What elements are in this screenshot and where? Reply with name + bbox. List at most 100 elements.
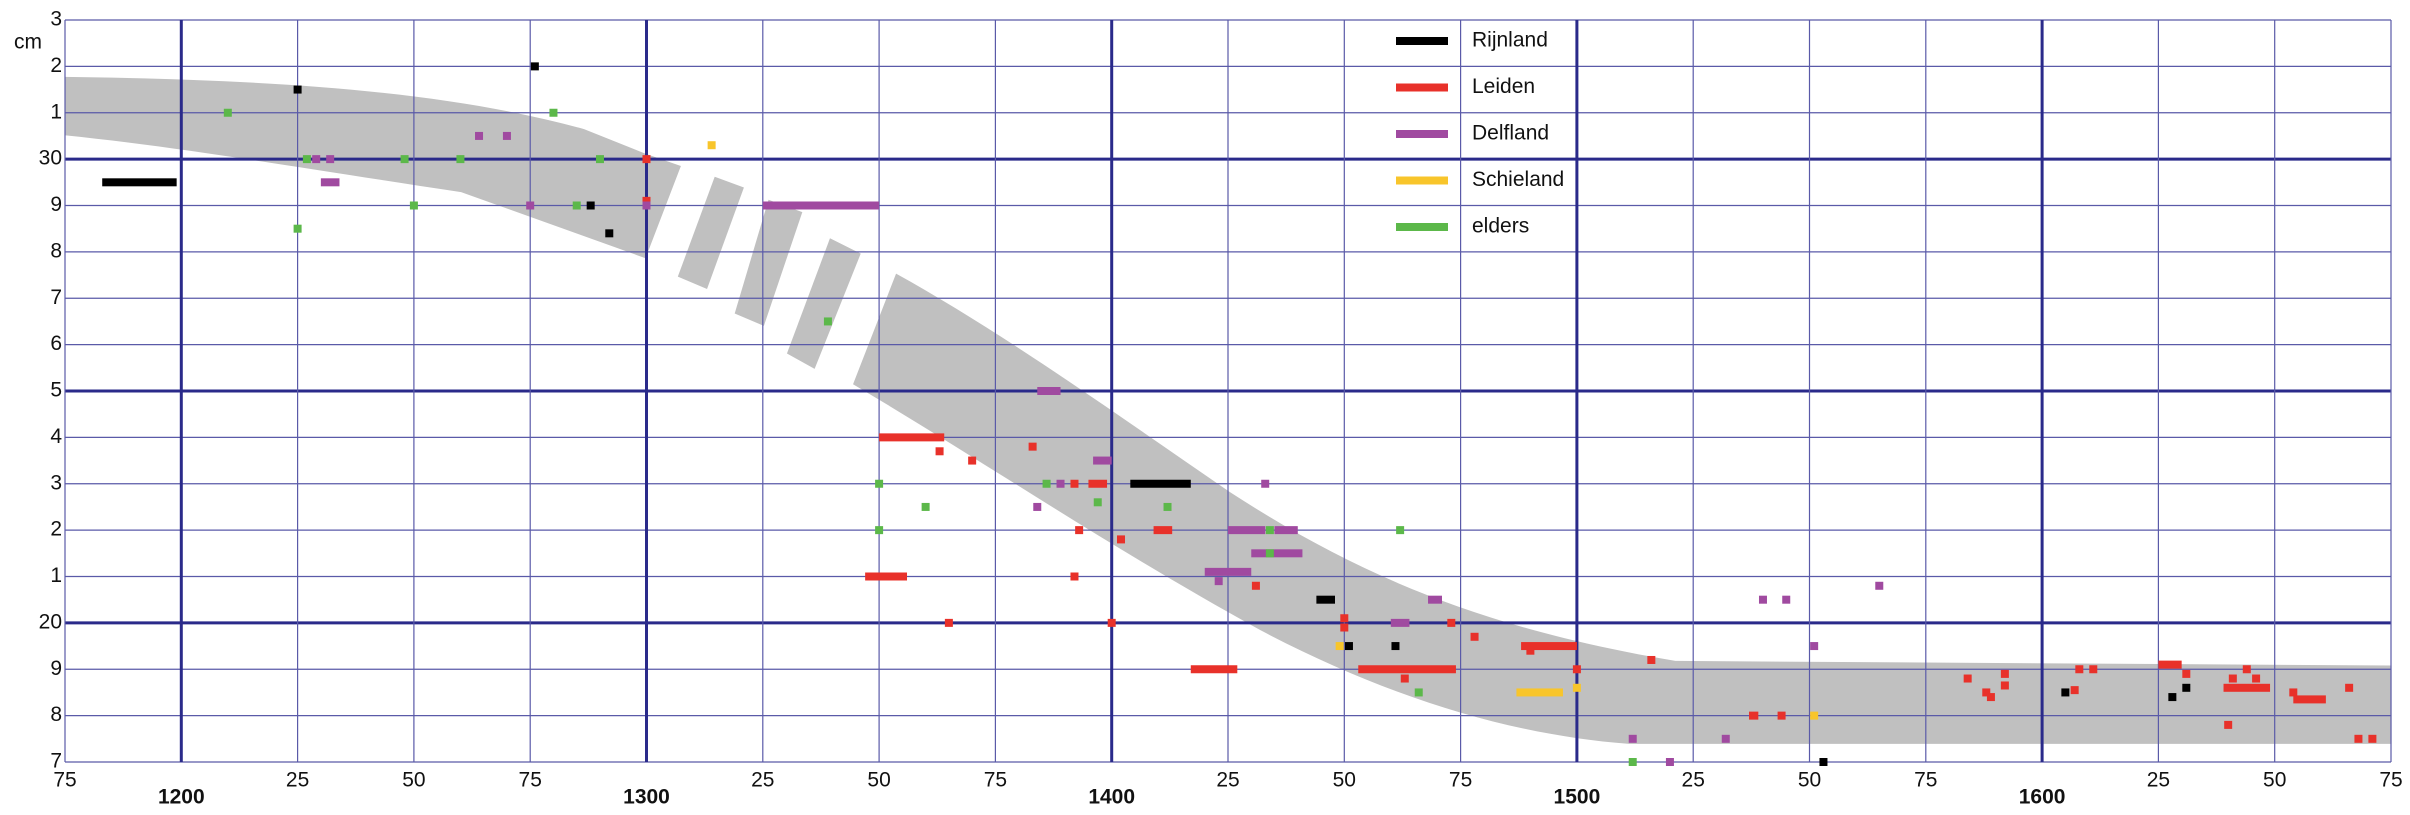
brick-mark	[102, 178, 177, 187]
brick-mark	[1261, 479, 1270, 488]
brick-mark	[2242, 665, 2251, 674]
brick-mark	[1447, 618, 1456, 627]
brick-mark	[1647, 655, 1656, 664]
y-tick-label: 3	[50, 471, 62, 494]
x-tick-label: 1500	[1554, 786, 1601, 809]
brick-mark	[2158, 660, 2182, 669]
brick-mark	[1228, 526, 1266, 535]
y-tick-label: 1	[50, 564, 62, 587]
brick-mark	[1070, 479, 1079, 488]
brick-mark	[1572, 665, 1581, 674]
brick-mark	[293, 85, 302, 94]
brick-mark	[1163, 502, 1172, 511]
x-tick-label: 75	[984, 769, 1007, 792]
brick-mark	[549, 108, 558, 117]
legend-label: Leiden	[1472, 75, 1535, 98]
brick-mark	[1358, 665, 1456, 674]
x-tick-label: 1300	[623, 786, 670, 809]
brick-mark	[2089, 665, 2098, 674]
brick-mark	[526, 201, 535, 210]
brick-mark	[2168, 693, 2177, 702]
x-tick-label: 75	[53, 769, 76, 792]
x-tick-label: 25	[751, 769, 774, 792]
brick-mark	[1390, 618, 1410, 627]
brick-mark	[1335, 642, 1344, 651]
brick-mark	[2289, 688, 2298, 697]
brick-mark	[1819, 758, 1828, 766]
brick-mark	[1391, 642, 1400, 651]
brick-mark	[1986, 693, 1995, 702]
legend-label: elders	[1472, 215, 1529, 238]
brick-mark	[1344, 642, 1353, 651]
brick-mark	[1340, 614, 1349, 623]
brick-mark	[1107, 618, 1116, 627]
y-tick-label: 4	[50, 425, 62, 448]
brick-mark	[1982, 688, 1991, 697]
x-tick-label: 75	[1914, 769, 1937, 792]
brick-mark	[2368, 734, 2377, 743]
x-tick-label: 50	[1333, 769, 1356, 792]
brick-mark	[875, 479, 884, 488]
brick-mark	[1251, 549, 1303, 558]
y-tick-label: 7	[50, 286, 62, 309]
x-tick-label: 50	[2263, 769, 2286, 792]
trend-band	[64, 76, 2392, 744]
brick-mark	[1516, 688, 1563, 697]
x-tick-label: 25	[1682, 769, 1705, 792]
x-tick-label: 25	[2147, 769, 2170, 792]
brick-mark	[865, 572, 908, 581]
brick-mark	[2182, 669, 2191, 678]
brick-mark	[2252, 674, 2261, 683]
brick-mark	[1414, 688, 1423, 697]
brick-mark	[2000, 669, 2009, 678]
y-tick-label: 5	[50, 379, 62, 402]
brick-mark	[1274, 526, 1298, 535]
brick-mark	[2224, 720, 2233, 729]
x-tick-label: 1600	[2019, 786, 2066, 809]
brick-mark	[326, 155, 335, 164]
x-tick-label: 75	[1449, 769, 1472, 792]
brick-mark	[1810, 711, 1819, 720]
brick-mark	[642, 155, 651, 164]
y-tick-label: 6	[50, 332, 62, 355]
brick-mark	[1153, 526, 1173, 535]
brick-mark	[1088, 479, 1108, 488]
brick-mark	[875, 526, 884, 535]
brick-mark	[1093, 498, 1102, 507]
brick-mark	[595, 155, 604, 164]
brick-mark	[1749, 711, 1759, 720]
y-tick-label: 7	[50, 750, 62, 773]
legend-label: Rijnland	[1472, 29, 1548, 52]
y-axis-label: cm	[14, 31, 42, 54]
brick-mark	[1572, 683, 1581, 692]
brick-mark	[1777, 711, 1786, 720]
brick-mark	[312, 155, 321, 164]
y-tick-label: 1	[50, 100, 62, 123]
brick-mark	[2061, 688, 2070, 697]
brick-mark	[1075, 526, 1084, 535]
brick-mark	[642, 201, 651, 210]
brick-mark	[2182, 683, 2191, 692]
y-tick-label: 8	[50, 703, 62, 726]
brick-mark	[223, 108, 232, 117]
brick-mark	[1316, 595, 1335, 604]
brick-mark	[302, 155, 311, 164]
y-tick-label: 2	[50, 54, 62, 77]
brick-mark	[1214, 577, 1223, 586]
brick-mark	[1628, 758, 1637, 766]
brick-mark	[2354, 734, 2363, 743]
brick-mark	[530, 62, 539, 71]
brick-mark	[1028, 442, 1037, 451]
brick-mark	[475, 131, 484, 140]
brick-mark	[293, 224, 302, 233]
brick-mark	[935, 447, 944, 456]
legend-label: Schieland	[1472, 168, 1564, 191]
y-tick-label: 9	[50, 657, 62, 680]
brick-mark	[879, 433, 945, 442]
legend-label: Delfland	[1472, 122, 1549, 145]
brick-mark	[1470, 632, 1479, 641]
x-tick-label: 25	[1216, 769, 1239, 792]
x-tick-label: 25	[286, 769, 309, 792]
brick-mark	[944, 618, 953, 627]
brick-mark	[320, 178, 340, 187]
